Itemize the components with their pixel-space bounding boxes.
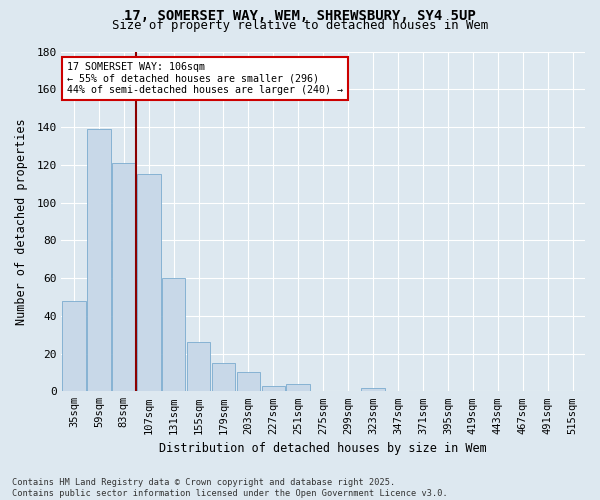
Bar [162, 278, 185, 392]
Bar [212, 363, 235, 392]
Text: Size of property relative to detached houses in Wem: Size of property relative to detached ho… [112, 19, 488, 32]
Text: 17 SOMERSET WAY: 106sqm
← 55% of detached houses are smaller (296)
44% of semi-d: 17 SOMERSET WAY: 106sqm ← 55% of detache… [67, 62, 343, 95]
Bar [137, 174, 161, 392]
Bar [361, 388, 385, 392]
Text: 17, SOMERSET WAY, WEM, SHREWSBURY, SY4 5UP: 17, SOMERSET WAY, WEM, SHREWSBURY, SY4 5… [124, 9, 476, 23]
Bar [187, 342, 211, 392]
X-axis label: Distribution of detached houses by size in Wem: Distribution of detached houses by size … [160, 442, 487, 455]
Y-axis label: Number of detached properties: Number of detached properties [15, 118, 28, 324]
Bar [112, 163, 136, 392]
Text: Contains HM Land Registry data © Crown copyright and database right 2025.
Contai: Contains HM Land Registry data © Crown c… [12, 478, 448, 498]
Bar [286, 384, 310, 392]
Bar [262, 386, 285, 392]
Bar [87, 129, 110, 392]
Bar [62, 300, 86, 392]
Bar [236, 372, 260, 392]
